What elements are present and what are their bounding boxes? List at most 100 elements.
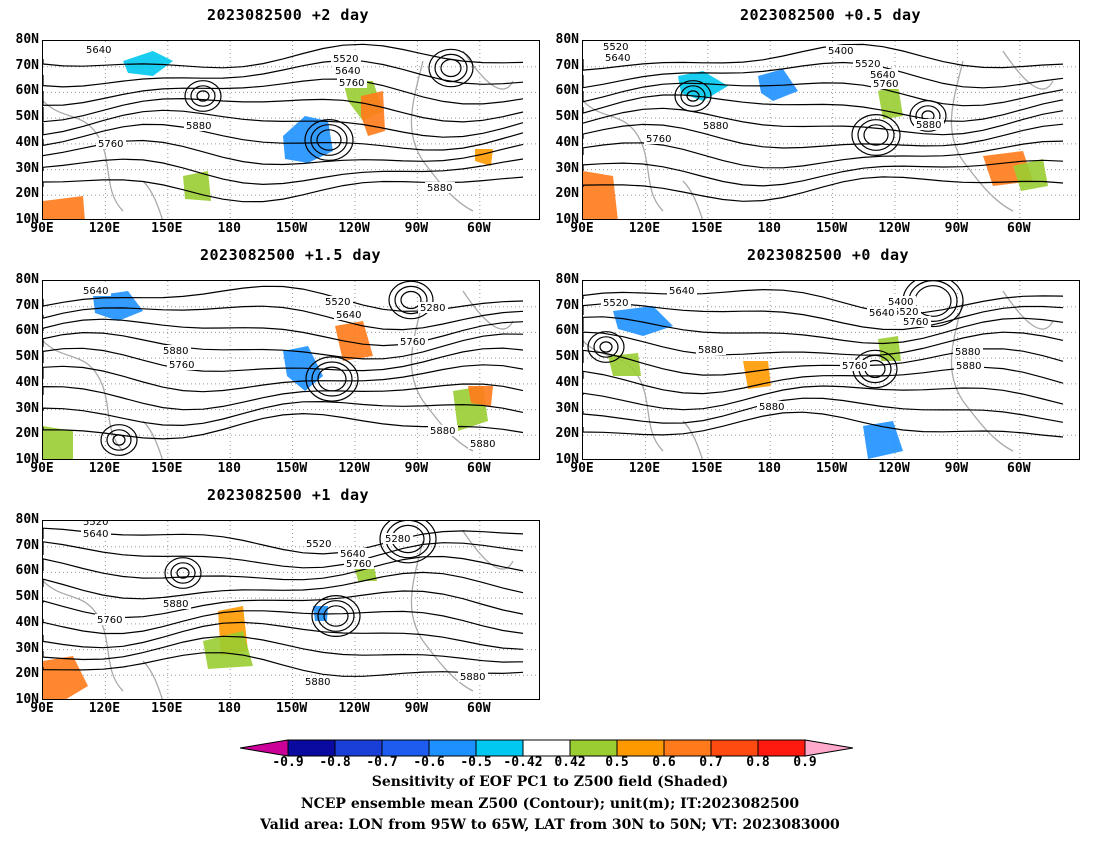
contour-label-bg — [425, 182, 455, 193]
z500-low-contour — [184, 80, 222, 112]
z500-contour — [583, 107, 1064, 136]
lon-tick-label: 60W — [1007, 221, 1031, 236]
z500-low-contour — [428, 48, 474, 88]
z500-contour — [583, 316, 1064, 345]
caption-line-2: NCEP ensemble mean Z500 (Contour); unit(… — [300, 796, 800, 812]
contour-label: 5760 — [873, 79, 898, 90]
contour-label-bg — [184, 120, 214, 131]
sensitivity-shading — [1013, 159, 1048, 191]
z500-contour — [43, 541, 524, 569]
contour-label-bg — [344, 558, 374, 569]
contour-label: 5520 — [855, 59, 880, 70]
z500-contour — [583, 303, 1064, 331]
lat-tick-label: 10N — [555, 212, 579, 227]
z500-low-contour — [851, 113, 901, 156]
z500-contour — [43, 571, 524, 600]
colorbar-tick-label: -0.9 — [272, 755, 304, 770]
contour-label-bg — [334, 309, 364, 320]
lon-tick-label: 120W — [338, 461, 370, 476]
contour-label: 5520 — [603, 42, 628, 53]
contour-label-bg — [323, 296, 353, 307]
lon-tick-label: 120W — [338, 701, 370, 716]
lat-tick-label: 60N — [555, 323, 579, 339]
sensitivity-shading — [878, 336, 901, 361]
contour-label-bg — [840, 360, 870, 371]
lat-tick-label: 50N — [555, 349, 579, 365]
lon-tick-label: 90W — [404, 221, 429, 236]
z500-contour — [583, 331, 1064, 356]
z500-contour — [43, 123, 524, 151]
contour-label-bg — [167, 359, 197, 370]
lat-tick-label: 70N — [555, 57, 579, 73]
z500-contour — [43, 527, 524, 555]
contour-label-bg — [601, 297, 631, 308]
lon-tick-label: 150E — [151, 221, 183, 236]
lat-tick-label: 10N — [555, 452, 579, 467]
map-panel-plus0: 5520 5640 5400 5520 5640 5760 5880 5760 5880 5880… — [582, 280, 1080, 460]
z500-low-contour — [164, 557, 202, 589]
lon-tick-label: 90E — [570, 221, 594, 236]
lat-tick-label: 30N — [555, 160, 579, 176]
contour-label-bg — [914, 119, 944, 130]
lon-tick-label: 120E — [88, 221, 121, 236]
contour-label-bg — [701, 120, 731, 131]
contour-label: 5640 — [83, 286, 108, 297]
lon-tick-label: 60W — [467, 701, 491, 716]
contour-label: 5520 — [306, 539, 331, 550]
sensitivity-shading — [183, 171, 211, 201]
z500-low-contour — [196, 90, 210, 102]
lat-tick-label: 10N — [15, 452, 39, 467]
contour-label-bg — [161, 345, 191, 356]
lon-tick-label: 90W — [944, 221, 969, 236]
z500-low-contour — [311, 594, 361, 637]
coastline — [462, 50, 514, 90]
contour-label: 5880 — [163, 346, 188, 357]
lat-tick-label: 80N — [15, 32, 39, 47]
contour-label: 5880 — [460, 672, 485, 683]
contour-label-bg — [868, 69, 898, 80]
z500-contour — [43, 610, 524, 635]
coastline — [43, 100, 124, 212]
z500-contour — [43, 652, 524, 677]
contour-label-bg — [96, 138, 126, 149]
lat-tick-label: 40N — [555, 134, 579, 150]
sensitivity-shading — [608, 353, 641, 376]
contour-label: 5640 — [605, 53, 630, 64]
contour-label-bg — [303, 676, 333, 687]
colorbar-tick-label: -0.7 — [366, 755, 398, 770]
contour-label: 5880 — [427, 183, 452, 194]
panel-title-plus1: 2023082500 +1 day — [207, 486, 370, 504]
z500-low-contour — [599, 341, 613, 353]
colorbar-tick-label: 0.42 — [554, 755, 586, 770]
contour-label: 5520 — [333, 54, 358, 65]
z500-low-contour — [686, 90, 700, 102]
lat-tick-label: 60N — [15, 83, 39, 99]
panel-title-plus15: 2023082500 +1.5 day — [200, 246, 382, 264]
colorbar-tick-label: -0.6 — [413, 755, 445, 770]
lat-tick-label: 50N — [15, 589, 39, 605]
z500-contour — [583, 82, 1064, 107]
z500-low-contour — [379, 521, 437, 564]
z500-low-contour — [106, 429, 132, 451]
contour-label: 5640 — [669, 286, 694, 297]
sensitivity-shading — [743, 361, 771, 389]
z500-contour — [583, 411, 1064, 438]
z500-contour — [43, 347, 524, 372]
contour-label: 5640 — [336, 310, 361, 321]
contour-label-bg — [304, 538, 334, 549]
contour-label: 5880 — [698, 345, 723, 356]
lat-tick-label: 80N — [555, 32, 579, 47]
contour-label-bg — [867, 307, 897, 318]
colorbar-tick-label: 0.7 — [699, 755, 723, 770]
contour-label-bg — [901, 316, 931, 327]
contour-label: 5760 — [400, 337, 425, 348]
sensitivity-shading — [335, 321, 373, 361]
lon-tick-label: 120W — [878, 461, 910, 476]
coastline — [410, 300, 474, 452]
contour-label: 5880 — [759, 402, 784, 413]
z500-low-contour — [317, 366, 347, 392]
contour-label-bg — [418, 302, 448, 313]
contour-label: 5880 — [956, 361, 981, 372]
z500-low-contour — [593, 336, 619, 358]
